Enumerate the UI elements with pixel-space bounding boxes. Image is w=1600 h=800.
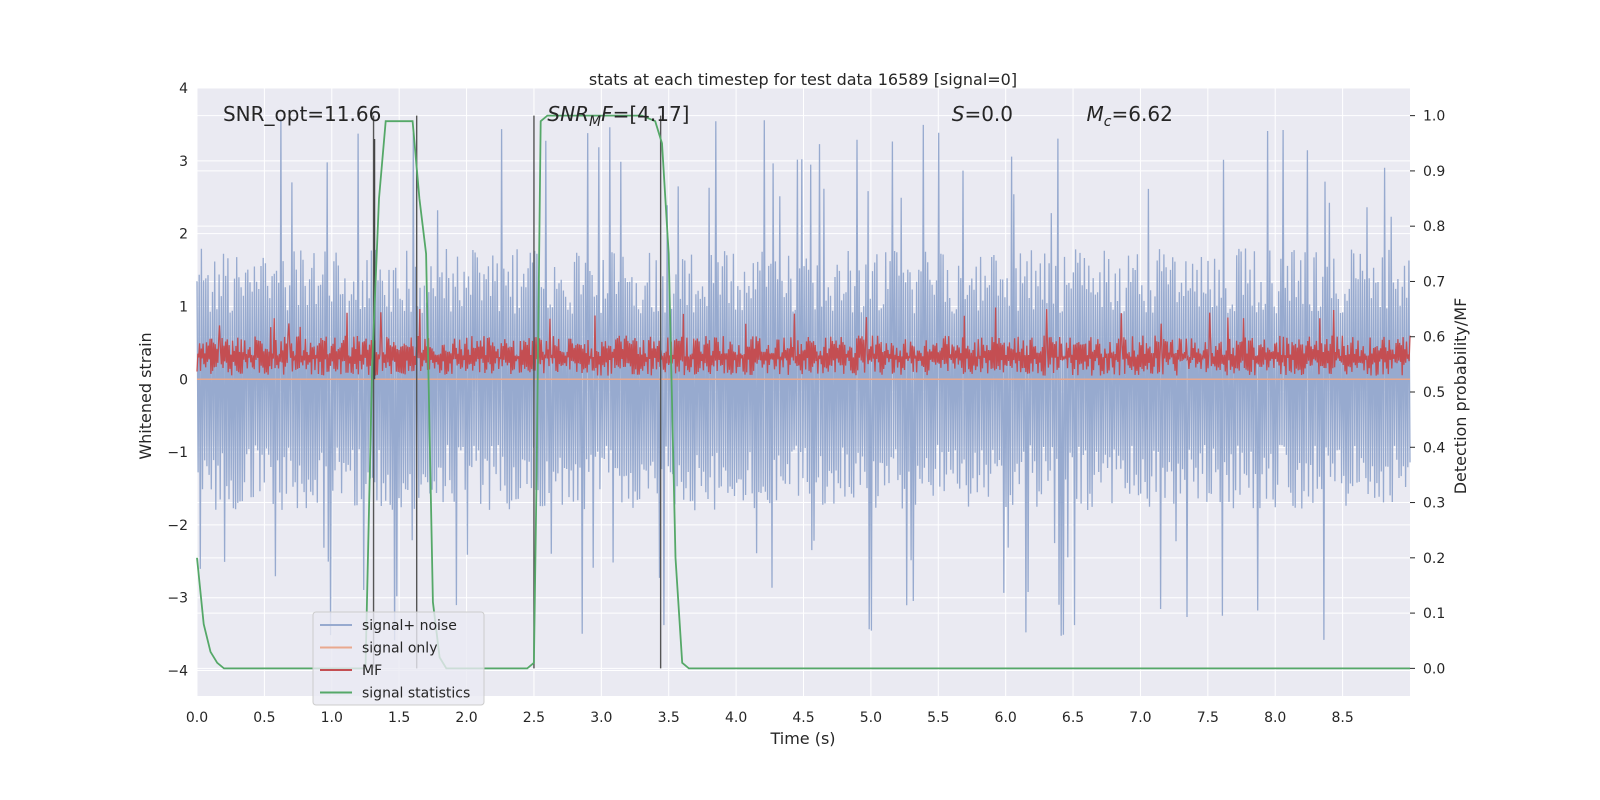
vertical-markers <box>372 115 662 669</box>
legend-label-0: signal+ noise <box>362 618 457 634</box>
y-axis-label-left: Whitened strain <box>136 332 155 459</box>
x-tick-label-7: 3.5 <box>658 710 680 726</box>
x-axis-label: Time (s) <box>769 729 835 748</box>
x-tick-label-16: 8.0 <box>1264 710 1286 726</box>
series-mf <box>196 307 1411 376</box>
y-axis-label-right: Detection probability/MF <box>1451 298 1470 495</box>
y-tick-left-label-6: −2 <box>167 518 188 534</box>
y-tick-right-label-3: 0.7 <box>1423 274 1445 290</box>
y-tick-left-label-3: 1 <box>179 299 188 315</box>
y-tick-right-label-9: 0.1 <box>1423 606 1445 622</box>
x-tick-label-1: 0.5 <box>253 710 275 726</box>
legend-label-3: signal statistics <box>362 686 470 702</box>
y-tick-right-label-6: 0.4 <box>1423 440 1445 456</box>
x-tick-label-6: 3.0 <box>590 710 612 726</box>
y-tick-left-label-4: 0 <box>179 372 188 388</box>
y-tick-left-label-5: −1 <box>167 445 188 461</box>
y-tick-right-label-1: 0.9 <box>1423 164 1445 180</box>
mf-line <box>196 307 1411 376</box>
y-ticks-right: 1.0 0.9 0.8 0.7 0.6 0.5 0.4 0.3 0.2 0.1 0.0 <box>1410 109 1445 677</box>
annotation-mc-val: Mc=6.62 <box>1087 102 1173 130</box>
x-tick-label-12: 6.0 <box>995 710 1017 726</box>
x-tick-label-3: 1.5 <box>388 710 410 726</box>
legend: signal+ noise signal only MF signal statist… <box>312 611 485 706</box>
y-tick-right-label-8: 0.2 <box>1423 551 1445 567</box>
annotation-s-val: S=0.0 <box>952 102 1013 126</box>
signal-noise-line <box>196 118 1411 641</box>
chart-title: stats at each timestep for test data 165… <box>589 70 1017 89</box>
annotations: SNR_opt=11.66 SNRMF=[4.17] S=0.0 Mc=6.62 <box>223 102 1173 130</box>
x-tick-label-8: 4.0 <box>725 710 747 726</box>
x-ticks: 0.0 0.5 1.0 1.5 2.0 2.5 3.0 3.5 4.0 4.5 5.0 5.5 6.0 6… <box>186 710 1354 726</box>
y-ticks-left: 4 3 2 1 0 −1 −2 −3 −4 <box>167 81 188 680</box>
x-tick-label-4: 2.0 <box>455 710 477 726</box>
legend-label-2: MF <box>362 663 382 679</box>
x-tick-label-13: 6.5 <box>1062 710 1084 726</box>
x-tick-label-9: 4.5 <box>792 710 814 726</box>
annotation-snr-opt: SNR_opt=11.66 <box>223 102 381 126</box>
legend-box <box>312 611 485 706</box>
annotation-snr-mf: SNRMF=[4.17] <box>547 102 689 130</box>
y-tick-right-label-0: 1.0 <box>1423 109 1445 125</box>
y-tick-right-label-4: 0.6 <box>1423 330 1445 346</box>
y-tick-left-label-2: 2 <box>179 227 188 243</box>
x-tick-label-0: 0.0 <box>186 710 208 726</box>
x-tick-label-11: 5.5 <box>927 710 949 726</box>
legend-label-1: signal only <box>362 641 437 657</box>
y-tick-left-label-0: 4 <box>179 81 188 97</box>
x-tick-label-5: 2.5 <box>523 710 545 726</box>
y-tick-right-label-10: 0.0 <box>1423 661 1445 677</box>
y-tick-left-label-8: −4 <box>167 664 188 680</box>
x-tick-label-2: 1.0 <box>321 710 343 726</box>
x-tick-label-17: 8.5 <box>1331 710 1353 726</box>
y-tick-left-label-7: −3 <box>167 591 188 607</box>
x-tick-label-10: 5.0 <box>860 710 882 726</box>
x-tick-label-15: 7.5 <box>1197 710 1219 726</box>
y-tick-left-label-1: 3 <box>179 154 188 170</box>
y-tick-right-label-5: 0.5 <box>1423 385 1445 401</box>
y-tick-right-label-2: 0.8 <box>1423 219 1445 235</box>
series-signal-noise <box>196 118 1411 641</box>
x-tick-label-14: 7.0 <box>1129 710 1151 726</box>
y-tick-right-label-7: 0.3 <box>1423 496 1445 512</box>
